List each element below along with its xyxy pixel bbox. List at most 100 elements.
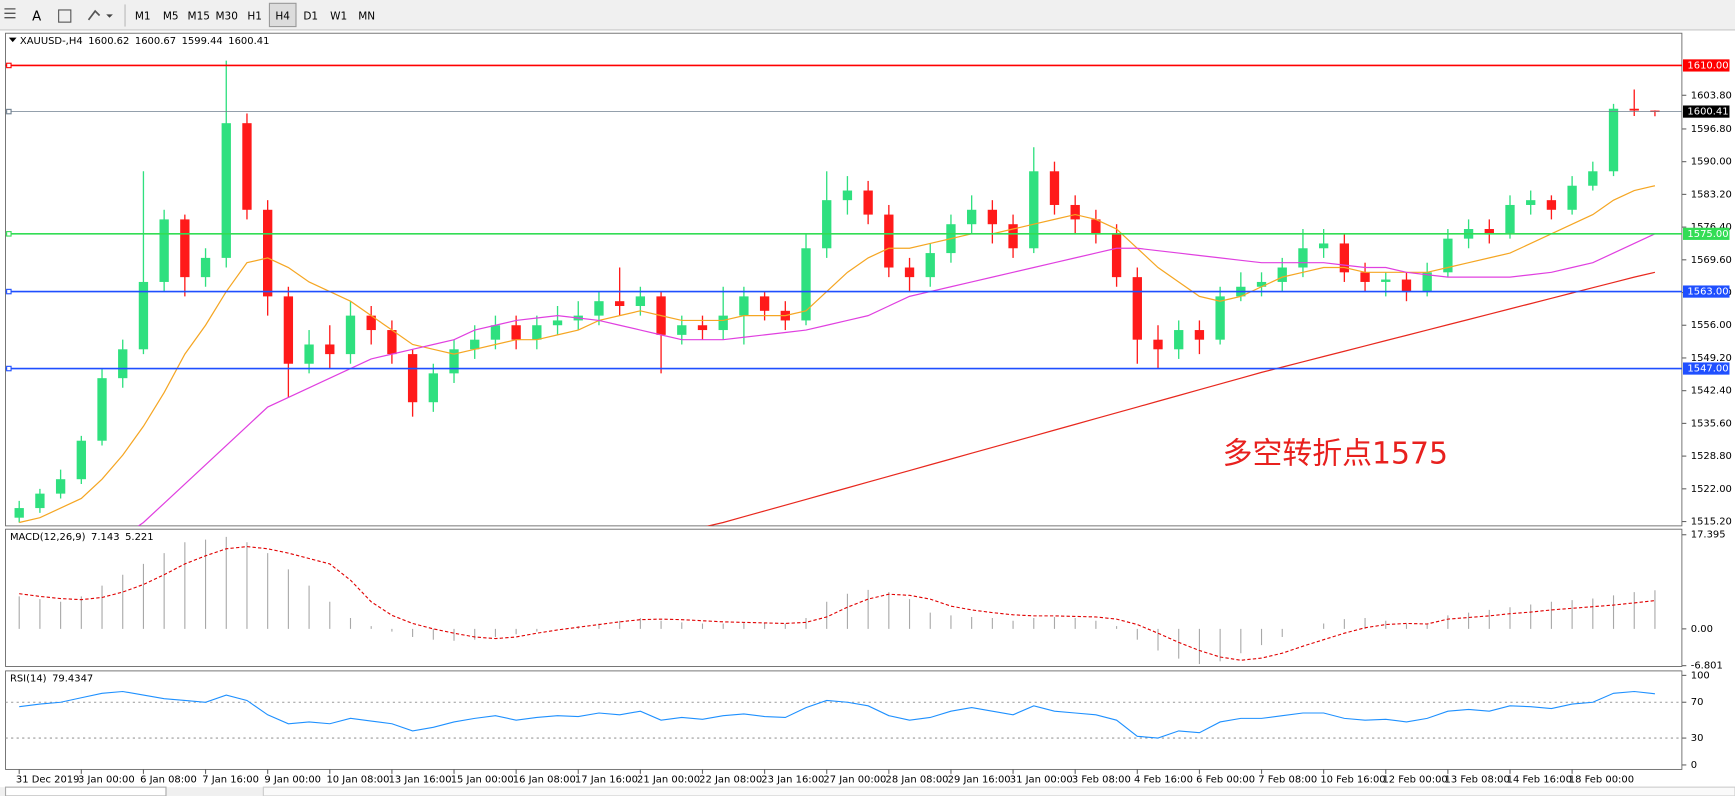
y-tick-label: 1542.40 bbox=[1691, 386, 1732, 397]
candle-body bbox=[1526, 200, 1536, 205]
timeframe-button[interactable] bbox=[213, 3, 241, 27]
candle-body bbox=[925, 253, 935, 278]
price-label: 1600.41 bbox=[1687, 107, 1728, 118]
timeframe-label[interactable]: H4 bbox=[275, 11, 290, 23]
annotation: 多空转折点1575 bbox=[1223, 437, 1448, 472]
candle-body bbox=[138, 281, 149, 350]
candle-body bbox=[118, 349, 128, 379]
candle-body bbox=[1256, 281, 1267, 287]
panel-header: XAUUSD-,H4 1600.62 1600.67 1599.44 1600.41 bbox=[20, 36, 270, 47]
line-anchor bbox=[6, 288, 12, 295]
timeframe-label[interactable]: H1 bbox=[247, 11, 262, 23]
timeframe-button[interactable] bbox=[157, 3, 185, 27]
timeframe-button[interactable] bbox=[325, 3, 352, 27]
candle-body bbox=[1153, 339, 1163, 350]
toolbar-icons[interactable]: A bbox=[4, 8, 113, 25]
candle-body bbox=[884, 214, 894, 268]
icon-draw[interactable] bbox=[87, 9, 101, 21]
timeframe-button[interactable] bbox=[268, 2, 297, 28]
rsi-line bbox=[19, 690, 1655, 739]
candle-body bbox=[159, 219, 169, 282]
candle-body bbox=[904, 267, 915, 278]
x-tick-label: 4 Feb 16:00 bbox=[1134, 774, 1193, 785]
x-tick-label: 16 Jan 08:00 bbox=[513, 774, 576, 785]
icon-label[interactable] bbox=[58, 9, 72, 23]
y-tick-label: 70 bbox=[1691, 697, 1704, 708]
price-label: 1563.00 bbox=[1687, 287, 1728, 298]
candle-body bbox=[200, 257, 211, 278]
price-label: 1547.00 bbox=[1687, 364, 1728, 375]
candle-body bbox=[449, 349, 459, 374]
candle-body bbox=[263, 209, 273, 297]
y-tick-label: 1596.80 bbox=[1691, 124, 1732, 135]
timeframe-button[interactable] bbox=[353, 3, 380, 27]
timeframe-label[interactable]: D1 bbox=[303, 11, 318, 23]
header-value: 7.143 bbox=[91, 532, 119, 543]
candle-body bbox=[345, 315, 356, 355]
candle-body bbox=[1298, 248, 1308, 268]
timeframe-button[interactable] bbox=[129, 3, 157, 27]
candle-body bbox=[1070, 204, 1080, 220]
icon-dropdown[interactable] bbox=[106, 14, 113, 18]
candle-body bbox=[1381, 279, 1391, 282]
candle-body bbox=[1567, 185, 1577, 210]
icon-menu[interactable] bbox=[4, 8, 16, 19]
y-tick-label: 100 bbox=[1691, 670, 1710, 681]
moving-average bbox=[705, 271, 1656, 526]
header-value: 79.4347 bbox=[52, 674, 93, 685]
timeframe-button[interactable] bbox=[241, 3, 268, 27]
timeframe-button[interactable] bbox=[185, 3, 213, 27]
x-tick-label: 18 Feb 00:00 bbox=[1569, 774, 1634, 785]
x-tick-label: 3 Feb 08:00 bbox=[1072, 774, 1131, 785]
timeframe-label[interactable]: M1 bbox=[135, 11, 151, 23]
timeframe-label[interactable]: M15 bbox=[188, 11, 210, 23]
candle-body bbox=[1443, 238, 1453, 273]
candle-body bbox=[615, 301, 625, 307]
x-tick-label: 27 Jan 00:00 bbox=[823, 774, 886, 785]
timeframe-label[interactable]: W1 bbox=[330, 11, 347, 23]
candle-body bbox=[1629, 108, 1639, 111]
panel-frame bbox=[5, 670, 1683, 770]
timeframe-label[interactable]: M30 bbox=[216, 11, 238, 23]
timeframe-label[interactable]: M5 bbox=[163, 11, 179, 23]
scrollbar[interactable] bbox=[262, 786, 1735, 796]
y-tick-label: -6.801 bbox=[1691, 661, 1723, 672]
candle-body bbox=[532, 325, 542, 340]
candle-body bbox=[242, 123, 252, 210]
signal-line bbox=[19, 546, 1655, 661]
y-tick-label: 1590.00 bbox=[1691, 157, 1732, 168]
line-anchor bbox=[6, 108, 12, 115]
candle-body bbox=[987, 209, 998, 225]
header-close: 1600.41 bbox=[228, 36, 269, 47]
x-tick-label: 31 Jan 00:00 bbox=[1010, 774, 1073, 785]
y-tick-label: 30 bbox=[1691, 733, 1704, 744]
y-tick-label: 1515.20 bbox=[1691, 517, 1732, 528]
y-tick-label: 1603.80 bbox=[1691, 90, 1732, 101]
candle-body bbox=[1588, 171, 1598, 186]
candle-body bbox=[718, 315, 728, 331]
x-tick-label: 23 Jan 16:00 bbox=[761, 774, 824, 785]
x-tick-label: 22 Jan 08:00 bbox=[699, 774, 762, 785]
x-tick-label: 13 Jan 16:00 bbox=[389, 774, 452, 785]
panel-header: MACD(12,26,9) 7.143 5.221 bbox=[10, 532, 154, 543]
tab[interactable] bbox=[4, 786, 167, 796]
x-tick-label: 21 Jan 00:00 bbox=[637, 774, 700, 785]
candle-body bbox=[842, 190, 853, 201]
timeframe-label[interactable]: MN bbox=[358, 11, 375, 23]
timeframe-button[interactable] bbox=[297, 3, 324, 27]
candle-body bbox=[14, 508, 24, 518]
x-tick-label: 12 Feb 00:00 bbox=[1382, 774, 1447, 785]
x-tick-label: 10 Jan 08:00 bbox=[326, 774, 389, 785]
candle-body bbox=[428, 373, 438, 403]
line-anchor bbox=[6, 231, 12, 237]
candle-body bbox=[1091, 219, 1101, 234]
x-tick-label: 6 Feb 00:00 bbox=[1196, 774, 1255, 785]
candle-body bbox=[1174, 330, 1184, 350]
candle-body bbox=[1339, 243, 1350, 273]
candle-body bbox=[1111, 233, 1122, 278]
candle-body bbox=[1505, 204, 1515, 234]
candle-body bbox=[966, 209, 977, 225]
candle-body bbox=[1029, 171, 1039, 249]
icon-text[interactable]: A bbox=[32, 10, 41, 25]
